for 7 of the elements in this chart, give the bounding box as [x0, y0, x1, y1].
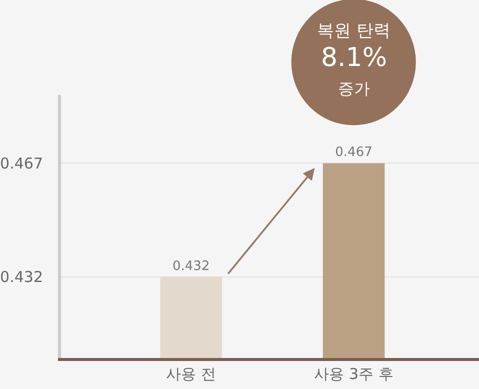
annotation: 증가: [338, 79, 370, 98]
text: 복원 탄력: [317, 21, 390, 41]
text: 8.1%: [321, 43, 388, 73]
x-tick-label: 사용 전: [166, 365, 216, 383]
x-tick-label: 사용 3주 후: [314, 365, 394, 383]
data-label: 0.467: [335, 145, 372, 160]
data-label: 0.432: [172, 258, 210, 274]
